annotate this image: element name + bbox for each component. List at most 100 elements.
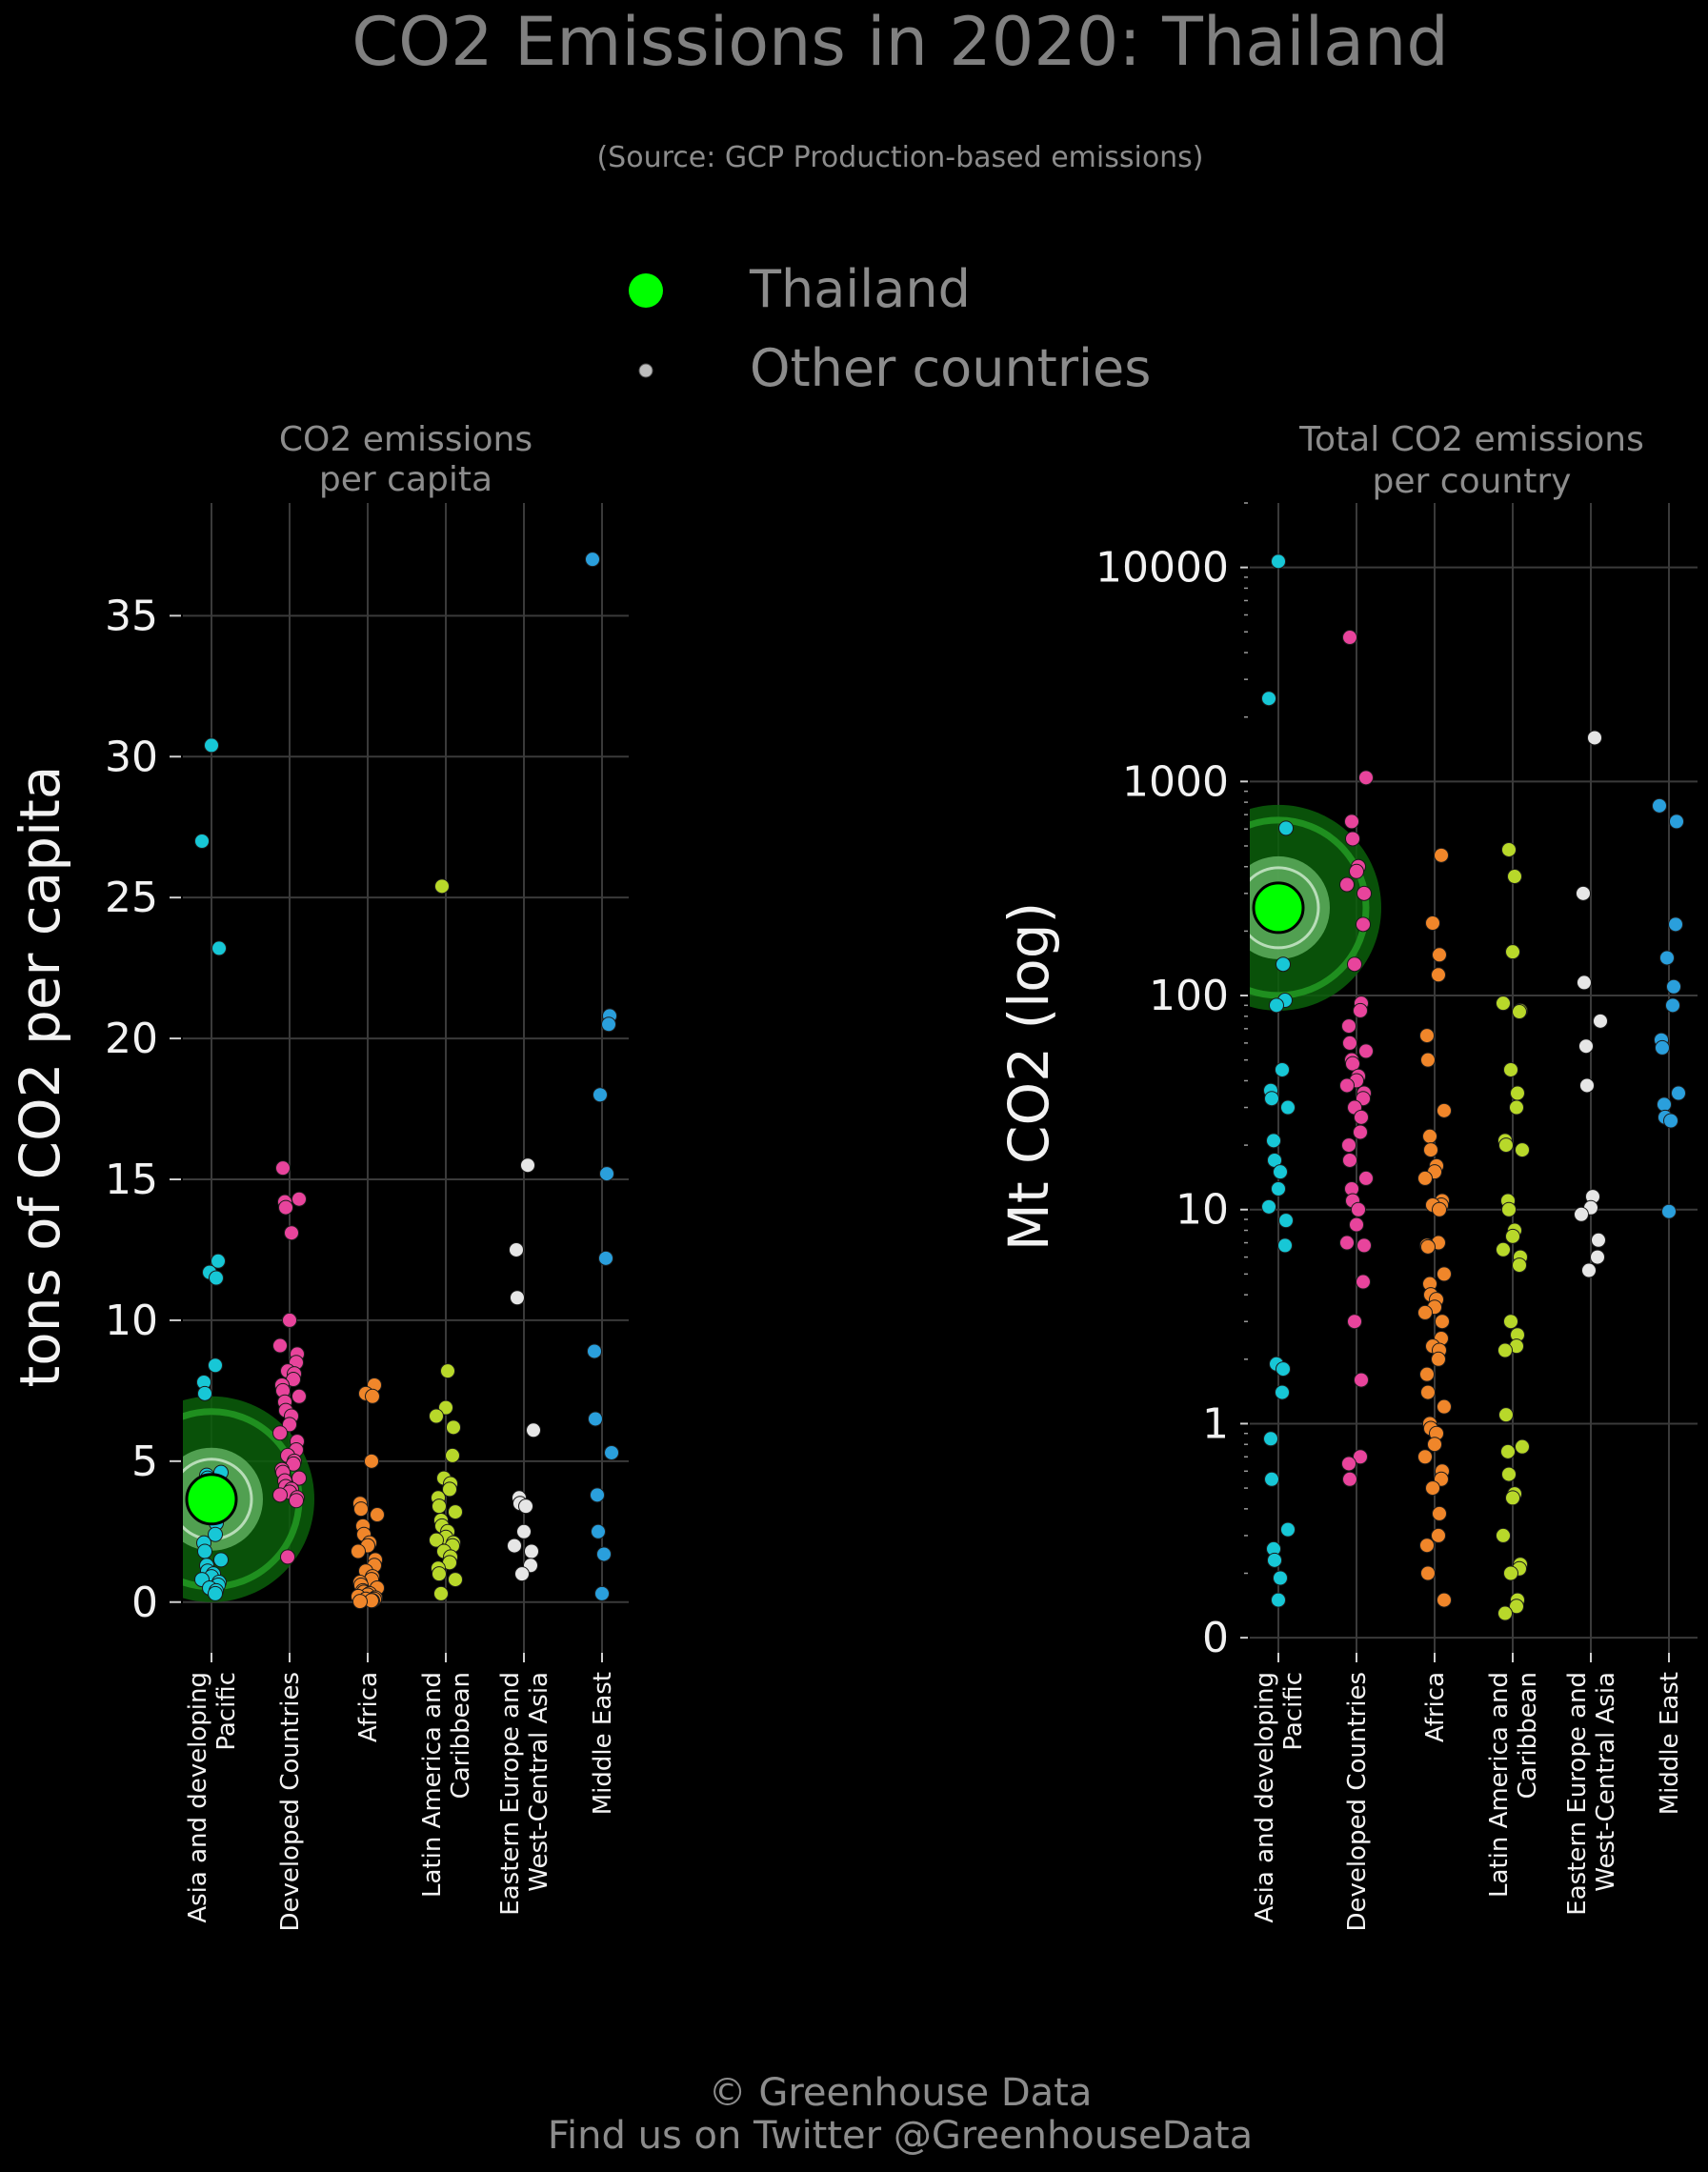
y-tick-label: 10	[1176, 1186, 1229, 1235]
panel-total: Total CO2 emissions per country 0 1 10 100 1…	[996, 420, 1698, 1931]
data-point-developed-countries	[1358, 1170, 1374, 1186]
data-point-asia-and-developing-pacific	[1266, 1133, 1281, 1149]
data-point-asia-and-developing-pacific	[211, 940, 227, 956]
data-point-latin-america-and-caribbean	[1496, 1527, 1511, 1543]
panel-title-line1: CO2 emissions	[279, 420, 532, 459]
data-point-africa	[352, 1594, 368, 1610]
data-point-developed-countries	[1353, 1124, 1368, 1140]
y-tick-label: 10	[105, 1297, 158, 1345]
data-point-developed-countries	[1339, 1235, 1355, 1251]
data-point-africa	[1437, 1102, 1452, 1118]
x-tick-label-middle-east: Middle East	[1656, 1672, 1684, 1815]
data-point-developed-countries	[1354, 1372, 1369, 1388]
data-point-africa	[365, 1388, 380, 1404]
data-point-africa	[364, 1453, 379, 1469]
data-point-developed-countries	[1354, 1109, 1369, 1125]
x-tick-label-africa: Africa	[354, 1672, 383, 1742]
data-point-latin-america-and-caribbean	[434, 878, 450, 895]
y-tick-label: 35	[105, 592, 158, 640]
data-point-latin-america-and-caribbean	[1503, 1061, 1518, 1077]
data-point-developed-countries	[282, 1417, 297, 1433]
data-point-latin-america-and-caribbean	[433, 1585, 449, 1601]
footer-twitter: Find us on Twitter @GreenhouseData	[548, 2114, 1253, 2158]
data-point-latin-america-and-caribbean	[1509, 1599, 1524, 1615]
legend-marker-other	[638, 363, 653, 378]
highlight-point-thailand	[1252, 881, 1305, 935]
data-point-latin-america-and-caribbean	[429, 1408, 444, 1424]
data-point-middle-east	[596, 1546, 612, 1562]
data-point-asia-and-developing-pacific	[194, 834, 210, 849]
data-point-middle-east	[599, 1166, 614, 1182]
data-point-asia-and-developing-pacific	[213, 1552, 229, 1568]
panel-per-capita: CO2 emissions per capita 05101520253035 …	[8, 420, 629, 1931]
data-point-developed-countries	[1347, 1314, 1362, 1330]
data-point-middle-east	[593, 1087, 608, 1103]
data-point-developed-countries	[272, 1487, 288, 1503]
data-point-latin-america-and-caribbean	[442, 1481, 457, 1498]
data-point-asia-and-developing-pacific	[1280, 1521, 1296, 1538]
data-point-asia-and-developing-pacific	[1276, 956, 1291, 973]
legend: Thailand Other countries	[629, 259, 1151, 398]
data-point-latin-america-and-caribbean	[1505, 1228, 1520, 1244]
data-point-eastern-europe-and-west-central-asia	[520, 1157, 535, 1174]
data-point-africa	[1417, 1170, 1433, 1186]
data-point-developed-countries	[1339, 876, 1355, 893]
y-axis-label: tons of CO2 per capita	[8, 766, 72, 1388]
data-point-developed-countries	[275, 1160, 291, 1176]
x-tick-label-developed-countries: Developed Countries	[1343, 1672, 1372, 1931]
data-point-africa	[1432, 947, 1447, 963]
data-point-latin-america-and-caribbean	[1512, 1257, 1527, 1274]
highlight-point-thailand	[185, 1473, 238, 1526]
data-point-africa	[1420, 1384, 1436, 1400]
data-point-middle-east	[1661, 1203, 1677, 1219]
data-point-asia-and-developing-pacific	[1263, 1431, 1278, 1447]
data-point-asia-and-developing-pacific	[1273, 1164, 1288, 1180]
data-point-middle-east	[1663, 1113, 1678, 1129]
y-tick-label: 1000	[1122, 757, 1229, 806]
data-point-asia-and-developing-pacific	[211, 1253, 226, 1269]
data-point-developed-countries	[1341, 1018, 1356, 1035]
data-point-eastern-europe-and-west-central-asia	[516, 1523, 532, 1539]
data-point-africa	[1419, 1538, 1435, 1554]
data-point-middle-east	[585, 552, 600, 568]
data-point-asia-and-developing-pacific	[208, 1358, 223, 1374]
data-point-latin-america-and-caribbean	[432, 1566, 447, 1582]
data-point-latin-america-and-caribbean	[1509, 1099, 1524, 1116]
data-point-developed-countries	[284, 1225, 299, 1241]
data-point-eastern-europe-and-west-central-asia	[526, 1422, 541, 1438]
data-point-asia-and-developing-pacific	[1278, 1213, 1294, 1229]
y-tick-label: 0	[1202, 1614, 1229, 1662]
data-point-eastern-europe-and-west-central-asia	[1590, 1249, 1605, 1265]
legend-marker-thailand	[629, 273, 663, 308]
data-point-middle-east	[1671, 1085, 1686, 1101]
y-tick-label: 5	[131, 1438, 158, 1486]
data-point-eastern-europe-and-west-central-asia	[518, 1498, 533, 1515]
y-tick-label: 0	[131, 1579, 158, 1627]
data-point-africa	[1417, 1449, 1433, 1465]
data-point-latin-america-and-caribbean	[1512, 1004, 1527, 1020]
data-point-latin-america-and-caribbean	[1503, 1565, 1518, 1581]
data-point-africa	[1431, 1351, 1446, 1367]
data-point-asia-and-developing-pacific	[1271, 1592, 1286, 1608]
data-point-africa	[370, 1507, 385, 1523]
data-point-latin-america-and-caribbean	[446, 1419, 461, 1436]
y-tick-label: 20	[105, 1015, 158, 1063]
data-point-asia-and-developing-pacific	[1271, 1180, 1286, 1197]
x-tick-label-eastern-europe-and-west-central-asia: Eastern Europe andWest-Central Asia	[1563, 1672, 1620, 1916]
y-tick-label: 25	[105, 874, 158, 922]
data-point-africa	[1422, 1128, 1437, 1144]
data-point-eastern-europe-and-west-central-asia	[524, 1543, 539, 1559]
data-point-africa	[1419, 1028, 1435, 1044]
data-point-developed-countries	[1356, 1237, 1372, 1254]
data-point-latin-america-and-caribbean	[1505, 944, 1520, 960]
data-point-developed-countries	[1344, 814, 1359, 830]
data-point-eastern-europe-and-west-central-asia	[1574, 1206, 1589, 1222]
data-point-latin-america-and-caribbean	[1497, 1605, 1513, 1621]
data-point-africa	[353, 1501, 369, 1518]
data-point-eastern-europe-and-west-central-asia	[1578, 1038, 1594, 1055]
data-point-eastern-europe-and-west-central-asia	[1577, 975, 1592, 991]
x-tick-label-asia-and-developing-pacific: Asia and developingPacific	[184, 1672, 241, 1923]
data-point-africa	[1432, 1505, 1447, 1521]
data-point-africa	[1434, 847, 1449, 863]
